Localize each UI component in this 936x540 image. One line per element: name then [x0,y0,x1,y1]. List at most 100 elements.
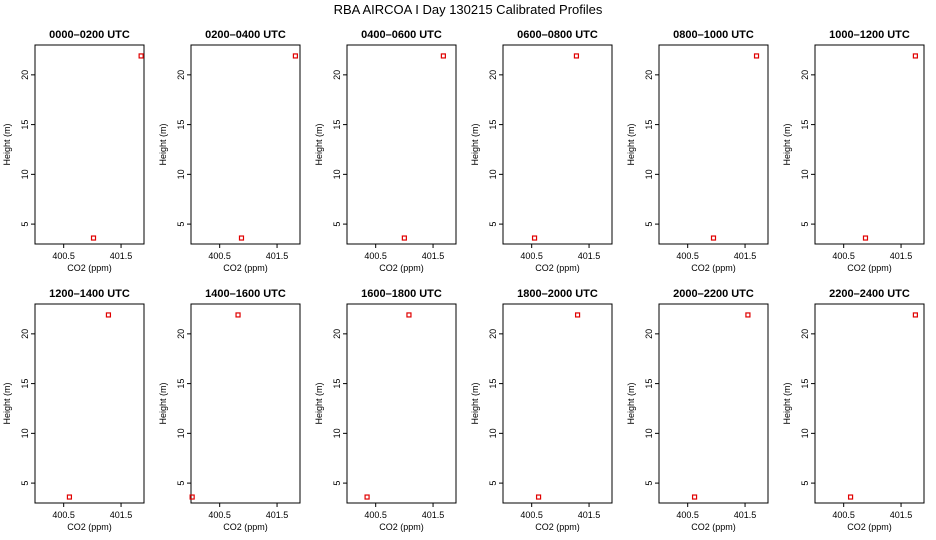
plot-frame [34,44,145,245]
chart-panel: 0800–1000 UTC 400.5 401.5 5 10 15 20 CO2 (ppm) H… [626,29,769,273]
y-tick-label: 20 [488,329,498,339]
panel-title: 0400–0600 UTC [361,29,442,41]
y-tick-label: 20 [176,70,186,80]
panel-title: 1000–1200 UTC [829,29,910,41]
plot-frame [658,44,769,245]
y-tick-label: 15 [20,379,30,389]
data-point [753,53,760,59]
y-tick-label: 5 [488,222,498,227]
y-tick-label: 20 [332,70,342,80]
x-tick-label: 400.5 [676,510,699,520]
y-tick-label: 15 [488,120,498,130]
panel-title: 0200–0400 UTC [205,29,286,41]
y-tick-label: 15 [644,379,654,389]
y-axis-label: Height (m) [470,382,480,424]
x-tick-label: 400.5 [52,510,75,520]
y-tick-label: 15 [176,379,186,389]
data-point [105,312,112,318]
data-point [535,494,542,500]
data-point [862,235,869,241]
plot-frame [346,303,457,504]
x-axis-label: CO2 (ppm) [379,522,424,532]
data-point [401,235,407,241]
x-tick-label: 401.5 [578,251,601,261]
y-tick-label: 10 [332,169,342,179]
y-axis-label: Height (m) [2,382,12,424]
y-axis-label: Height (m) [314,123,324,165]
chart-panel: 2200–2400 UTC 400.5 401.5 5 10 15 20 CO2 (ppm) H… [782,288,925,532]
x-axis-label: CO2 (ppm) [223,263,268,273]
chart-panel: 1000–1200 UTC 400.5 401.5 5 10 15 20 CO2 (ppm) H… [782,29,925,273]
chart-panel: 1200–1400 UTC 400.5 401.5 5 10 15 20 CO2 (ppm) H… [2,288,145,532]
y-tick-label: 5 [176,222,186,227]
y-tick-label: 20 [644,329,654,339]
plot-frame [502,44,613,245]
x-tick-label: 401.5 [110,510,133,520]
y-tick-label: 5 [332,481,342,486]
chart-panel: 0400–0600 UTC 400.5 401.5 5 10 15 20 CO2 (ppm) H… [314,29,457,273]
y-tick-label: 5 [644,222,654,227]
y-axis-label: Height (m) [626,123,636,165]
y-axis-label: Height (m) [314,382,324,424]
plot-frame [658,303,769,504]
panel-title: 0600–0800 UTC [517,29,598,41]
y-tick-label: 20 [176,329,186,339]
y-tick-label: 15 [332,120,342,130]
data-point [138,53,144,59]
chart-panel: 0200–0400 UTC 400.5 401.5 5 10 15 20 CO2 (ppm) H… [158,29,301,273]
x-tick-label: 400.5 [364,251,387,261]
plot-frame [190,303,301,504]
y-tick-label: 5 [800,222,810,227]
data-point [912,312,918,318]
y-tick-label: 10 [20,428,30,438]
page-title: RBA AIRCOA I Day 130215 Calibrated Profi… [333,2,603,17]
y-tick-label: 10 [644,428,654,438]
data-point [66,494,73,500]
panel-title: 0800–1000 UTC [673,29,754,41]
x-tick-label: 401.5 [578,510,601,520]
x-axis-label: CO2 (ppm) [691,263,736,273]
plot-frame [502,303,613,504]
data-point [189,494,195,500]
x-tick-label: 401.5 [422,510,445,520]
y-tick-label: 15 [488,379,498,389]
panel-title: 1200–1400 UTC [49,288,130,300]
x-axis-label: CO2 (ppm) [223,522,268,532]
y-tick-label: 10 [488,169,498,179]
data-point [710,235,717,241]
y-axis-label: Height (m) [2,123,12,165]
chart-panel: 2000–2200 UTC 400.5 401.5 5 10 15 20 CO2 (ppm) H… [626,288,769,532]
panel-title: 0000–0200 UTC [49,29,130,41]
data-point [691,494,698,500]
y-tick-label: 5 [332,222,342,227]
y-tick-label: 20 [20,70,30,80]
data-point [745,312,751,318]
x-tick-label: 401.5 [110,251,133,261]
y-tick-label: 5 [800,481,810,486]
data-point [235,312,241,318]
data-point [531,235,538,241]
x-tick-label: 401.5 [734,510,757,520]
data-point [364,494,370,500]
y-tick-label: 20 [800,70,810,80]
y-tick-label: 20 [20,329,30,339]
data-point [238,235,245,241]
x-tick-label: 400.5 [676,251,699,261]
data-point [573,53,580,59]
panel-title: 2200–2400 UTC [829,288,910,300]
panel-title: 1600–1800 UTC [361,288,442,300]
panel-title: 1400–1600 UTC [205,288,286,300]
chart-panel: 0000–0200 UTC 400.5 401.5 5 10 15 20 CO2 (ppm) H… [2,29,145,273]
x-axis-label: CO2 (ppm) [847,522,892,532]
y-tick-label: 5 [176,481,186,486]
chart-panel: 0600–0800 UTC 400.5 401.5 5 10 15 20 CO2 (ppm) H… [470,29,613,273]
data-point [440,53,446,59]
x-tick-label: 401.5 [890,251,913,261]
x-tick-label: 400.5 [52,251,75,261]
y-tick-label: 20 [488,70,498,80]
y-tick-label: 10 [20,169,30,179]
y-axis-label: Height (m) [158,123,168,165]
y-axis-label: Height (m) [470,123,480,165]
x-tick-label: 401.5 [266,510,289,520]
